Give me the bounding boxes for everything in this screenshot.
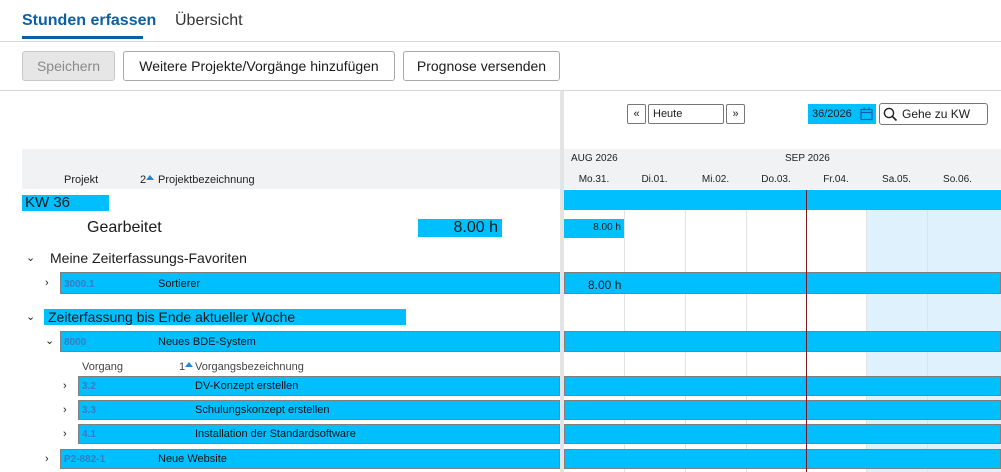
worked-total-box — [418, 219, 502, 237]
day-header: Mo.31. — [578, 174, 610, 185]
task-code: 3.2 — [82, 381, 96, 392]
add-projects-button[interactable]: Weitere Projekte/Vorgänge hinzufügen — [123, 51, 395, 81]
calendar-header — [564, 149, 1001, 189]
week-value: 36/2026 — [812, 108, 852, 120]
calendar-row[interactable] — [564, 331, 1001, 352]
calendar-row[interactable] — [564, 424, 1001, 444]
chevron-right-icon[interactable]: › — [63, 380, 67, 392]
until-week-label-bg — [44, 309, 406, 325]
search-icon — [883, 107, 898, 122]
worked-total: 8.00 h — [453, 219, 498, 236]
send-forecast-button[interactable]: Prognose versenden — [403, 51, 560, 81]
month-label-aug: AUG 2026 — [571, 153, 618, 164]
favorite-mon-value[interactable]: 8.00 h — [588, 278, 622, 292]
day-header: Sa.05. — [882, 174, 911, 185]
pane-splitter[interactable] — [560, 91, 564, 472]
week-label: KW 36 — [25, 194, 71, 211]
table-row[interactable] — [78, 424, 560, 444]
task-sort-index: 1 — [179, 361, 186, 373]
chevron-right-icon[interactable]: › — [45, 453, 49, 465]
tab-uebersicht[interactable]: Übersicht — [175, 12, 243, 29]
chevron-right-icon[interactable]: › — [45, 277, 49, 289]
next-week-button[interactable]: » — [726, 104, 745, 124]
week-row-calendar — [564, 190, 1001, 210]
table-row[interactable] — [60, 331, 560, 352]
calendar-row[interactable] — [564, 376, 1001, 396]
table-row[interactable] — [78, 376, 560, 396]
day-header: So.06. — [943, 174, 972, 185]
week-input[interactable]: 36/2026 — [808, 104, 876, 124]
chevron-down-icon[interactable]: ⌄ — [26, 311, 36, 323]
active-tab-indicator — [22, 36, 143, 39]
grid-header — [22, 149, 560, 189]
worked-mon-value: 8.00 h — [593, 222, 621, 233]
day-header: Mi.02. — [701, 174, 730, 185]
project-name: Neues BDE-System — [158, 336, 256, 348]
column-header-task[interactable]: Vorgang — [82, 361, 123, 373]
project-name: Neue Website — [158, 453, 227, 465]
project-name: Sortierer — [158, 278, 201, 290]
sort-index: 2 — [140, 174, 147, 186]
day-header: Fr.04. — [823, 174, 849, 185]
table-row[interactable] — [60, 272, 560, 294]
favorites-group-label: Meine Zeiterfassungs-Favoriten — [50, 250, 247, 266]
chevron-down-icon[interactable]: ⌄ — [45, 335, 55, 347]
calendar-row[interactable] — [564, 400, 1001, 420]
table-row[interactable] — [60, 449, 560, 469]
chevron-down-icon[interactable]: ⌄ — [26, 252, 36, 264]
task-name: Schulungskonzept erstellen — [195, 404, 330, 416]
column-header-task-name[interactable]: Vorgangsbezeichnung — [195, 361, 304, 373]
project-code: P2-882-1 — [64, 454, 106, 465]
save-button[interactable]: Speichern — [22, 51, 115, 81]
column-header-project[interactable]: Projekt — [64, 174, 99, 186]
day-header: Do.03. — [761, 174, 791, 185]
project-code: 8000 — [64, 337, 87, 348]
toolbar-divider — [0, 90, 1001, 91]
chevron-right-icon[interactable]: › — [63, 428, 67, 440]
calendar-row[interactable] — [564, 449, 1001, 469]
calendar-row[interactable] — [564, 272, 1001, 294]
worked-mon-cell — [564, 219, 624, 238]
task-code: 4.1 — [82, 429, 96, 440]
calendar-icon[interactable] — [860, 107, 873, 121]
task-code: 3.3 — [82, 405, 96, 416]
sort-up-icon — [146, 175, 154, 180]
task-name: DV-Konzept erstellen — [195, 380, 299, 392]
prev-week-button[interactable]: « — [627, 104, 646, 124]
today-button[interactable]: Heute — [648, 104, 724, 124]
task-name: Installation der Standardsoftware — [195, 428, 356, 440]
tab-stunden-erfassen[interactable]: Stunden erfassen — [22, 12, 157, 29]
month-label-sep: SEP 2026 — [785, 153, 830, 164]
day-header: Di.01. — [641, 174, 668, 185]
table-row[interactable] — [78, 400, 560, 420]
current-day-marker — [806, 190, 807, 472]
tabs-divider — [0, 41, 1001, 42]
until-week-group-label: Zeiterfassung bis Ende aktueller Woche — [48, 309, 296, 325]
chevron-right-icon[interactable]: › — [63, 404, 67, 416]
worked-label: Gearbeitet — [87, 219, 162, 236]
column-header-project-name[interactable]: Projektbezeichnung — [158, 174, 255, 186]
project-code: 3000.1 — [64, 279, 95, 290]
sort-up-icon — [185, 362, 193, 367]
goto-week-button[interactable]: Gehe zu KW — [879, 103, 988, 125]
week-row-label — [22, 195, 109, 211]
